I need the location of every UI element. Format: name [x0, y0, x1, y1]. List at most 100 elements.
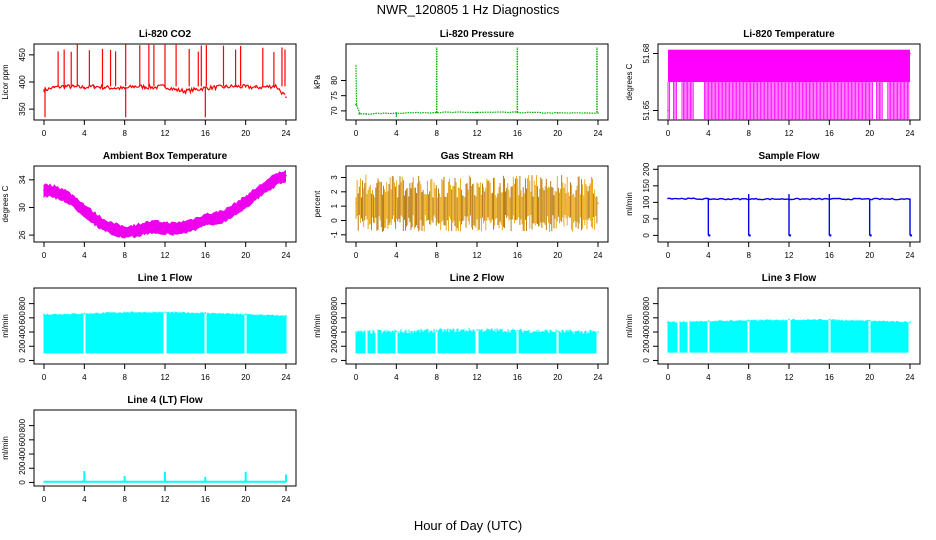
data-point: [83, 480, 86, 483]
data-point: [204, 87, 207, 89]
y-tick-label: 800: [18, 296, 27, 310]
y-tick-label: 400: [18, 447, 27, 461]
data-point: [83, 209, 86, 212]
x-tick-label: 20: [553, 373, 562, 382]
temperature-band: [668, 49, 910, 82]
data-point: [244, 480, 247, 483]
data-point: [234, 208, 237, 210]
data-point: [194, 223, 197, 225]
y-tick-label: 400: [330, 325, 339, 339]
x-tick-label: 20: [241, 495, 250, 504]
data-point: [164, 85, 166, 88]
y-axis-label: kPa: [313, 75, 322, 89]
panel-2: Li-820 Pressure kPa 0 4 8 12 16 20 24 70 75 80: [313, 29, 609, 138]
x-tick-label: 20: [865, 129, 874, 138]
data-point: [43, 313, 45, 316]
data-point: [214, 217, 217, 220]
data-point: [184, 226, 186, 228]
data-point: [103, 86, 106, 89]
data-point: [63, 194, 65, 196]
page-title: NWR_120805 1 Hz Diagnostics: [376, 2, 560, 17]
flow-zero-point: [788, 234, 792, 237]
x-tick-label: 12: [785, 373, 794, 382]
x-tick-label: 4: [706, 373, 711, 382]
data-point: [123, 480, 126, 483]
x-tick-label: 12: [161, 373, 170, 382]
panel-6: Sample Flow ml/min 0 4 8 12 16 20 24 0 50 100 150 200: [625, 151, 921, 260]
y-tick-label: 26: [18, 230, 27, 239]
panel-10: Line 4 (LT) Flow ml/min 0 4 8 12 16 20 24 0 200400…: [1, 395, 297, 504]
data-point: [435, 111, 438, 114]
x-tick-label: 24: [594, 373, 603, 382]
y-tick-label: 2: [330, 189, 339, 194]
y-tick-label: 200: [18, 339, 27, 353]
data-point: [909, 321, 911, 323]
x-tick-label: 20: [553, 129, 562, 138]
x-axis-title: Hour of Day (UTC): [413, 518, 523, 533]
x-tick-label: 16: [513, 251, 522, 260]
panel-4: Ambient Box Temperature degrees C 0 4 8 12 16 2…: [1, 151, 297, 260]
panel-9: Line 3 Flow ml/min 0 4 8 12 16 20 24 0 20040060080…: [625, 273, 921, 382]
data-point: [174, 228, 176, 230]
x-tick-label: 4: [82, 251, 87, 260]
data-point: [244, 201, 247, 203]
data-point: [204, 312, 207, 314]
data-point: [707, 198, 710, 200]
data-point: [224, 86, 227, 88]
data-point: [395, 330, 398, 333]
data-point: [355, 202, 357, 205]
x-tick-label: 8: [122, 495, 127, 504]
x-tick-label: 16: [825, 129, 834, 138]
data-point: [909, 52, 911, 55]
y-tick-label: 200: [18, 461, 27, 475]
x-tick-label: 4: [82, 129, 87, 138]
y-tick-label: 200: [642, 162, 651, 176]
x-tick-label: 20: [241, 129, 250, 138]
data-point: [154, 226, 156, 228]
y-tick-label: 70: [330, 106, 339, 115]
y-tick-label: 50: [642, 214, 651, 223]
flow-zero-point: [869, 234, 872, 237]
x-tick-label: 24: [594, 129, 603, 138]
x-tick-label: 12: [473, 129, 482, 138]
x-tick-label: 12: [785, 251, 794, 260]
x-tick-label: 20: [865, 251, 874, 260]
y-axis-label: percent: [313, 190, 322, 217]
data-point: [788, 318, 790, 321]
data-point: [747, 198, 750, 200]
data-point: [123, 311, 126, 313]
y-axis-label: degrees C: [625, 63, 634, 100]
chart-title: Li-820 Temperature: [743, 29, 835, 40]
series-line: [355, 65, 598, 115]
y-tick-label: 1: [330, 203, 339, 208]
x-tick-label: 8: [122, 129, 127, 138]
x-tick-label: 24: [906, 129, 915, 138]
y-tick-label: 0: [18, 480, 27, 485]
chart-title: Line 2 Flow: [450, 273, 505, 284]
x-tick-label: 8: [746, 373, 751, 382]
x-tick-label: 4: [394, 129, 399, 138]
data-point: [214, 86, 217, 89]
data-point: [556, 112, 559, 114]
data-point: [667, 109, 669, 112]
data-point: [275, 179, 277, 181]
data-point: [909, 198, 911, 200]
x-tick-label: 0: [666, 373, 671, 382]
y-tick-label: 600: [330, 311, 339, 325]
data-point: [133, 230, 136, 232]
data-point: [63, 85, 65, 88]
x-tick-label: 20: [865, 373, 874, 382]
data-point: [355, 331, 357, 333]
data-point: [476, 111, 478, 114]
y-tick-label: 800: [330, 296, 339, 310]
data-point: [275, 85, 277, 87]
series-band: [43, 169, 286, 239]
y-axis-label: degrees C: [1, 185, 10, 222]
data-point: [194, 88, 197, 91]
data-point: [597, 202, 599, 205]
chart-title: Li-820 CO2: [139, 29, 192, 40]
data-point: [435, 329, 438, 332]
chart-title: Line 1 Flow: [138, 273, 193, 284]
